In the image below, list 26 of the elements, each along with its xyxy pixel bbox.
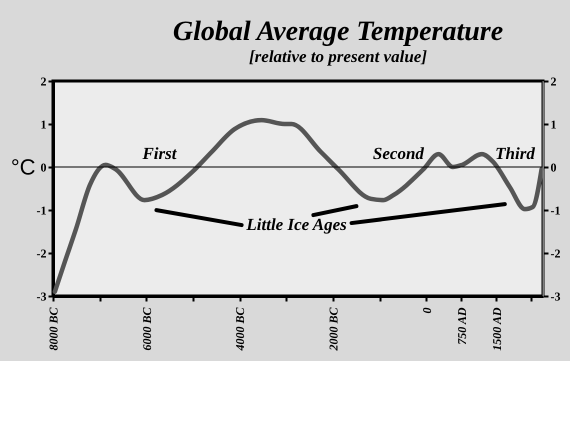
y-tick-label: -1 xyxy=(36,204,46,218)
annotation: Third xyxy=(495,144,536,164)
x-tick-label: 0 xyxy=(420,308,434,314)
annotation: First xyxy=(141,144,178,164)
y2-tick-label: -3 xyxy=(550,290,560,304)
x-tick-label: 4000 BC xyxy=(233,306,248,352)
x-tick-label: 8000 BC xyxy=(46,306,60,351)
x-tick-label: 750 AD xyxy=(454,307,469,345)
annotation: Second xyxy=(372,144,424,164)
chart-subtitle: [relative to present value] xyxy=(249,47,428,66)
y-tick-label: -3 xyxy=(36,290,46,304)
x-tick-label: 2000 BC xyxy=(326,306,340,352)
y-tick-label: 2 xyxy=(40,74,46,88)
y-tick-label: 0 xyxy=(40,160,46,174)
y-tick-label: -2 xyxy=(36,246,46,260)
annotation: Little Ice Ages xyxy=(245,215,348,234)
y2-tick-label: -2 xyxy=(550,246,560,260)
y-tick-label: 1 xyxy=(40,118,46,132)
y2-tick-label: 0 xyxy=(550,160,556,174)
x-tick-label: 1500 AD xyxy=(490,307,504,351)
y2-tick-label: -1 xyxy=(550,204,560,218)
y2-tick-label: 2 xyxy=(550,74,556,88)
y-axis-title: °C xyxy=(10,154,36,180)
y2-tick-label: 1 xyxy=(550,118,556,132)
x-tick-label: 6000 BC xyxy=(140,306,154,351)
chart-title: Global Average Temperature xyxy=(172,16,504,47)
